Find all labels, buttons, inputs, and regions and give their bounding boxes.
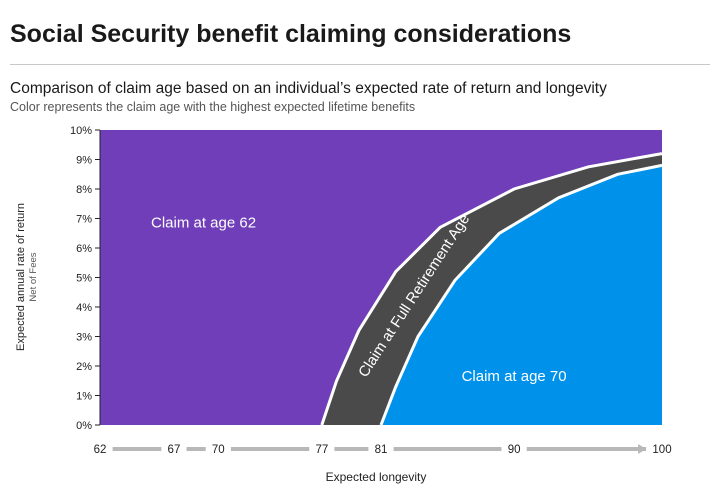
x-axis-arrow: [638, 444, 647, 454]
y-tick-label: 2%: [76, 361, 92, 373]
x-tick-label: 90: [508, 444, 521, 456]
x-tick-label: 100: [652, 444, 671, 456]
y-axis-sublabel: Net of Fees: [28, 252, 39, 301]
x-tick-label: 70: [212, 444, 225, 456]
x-tick-label: 81: [375, 444, 388, 456]
page-title: Social Security benefit claiming conside…: [10, 20, 572, 48]
y-tick-label: 1%: [76, 391, 92, 403]
y-tick-label: 9%: [76, 155, 92, 167]
y-tick-label: 8%: [76, 184, 92, 196]
y-tick-label: 3%: [76, 332, 92, 344]
boundary-line-1: [320, 152, 662, 425]
region-claim-70: [381, 165, 662, 425]
y-tick-label: 10%: [70, 125, 92, 137]
boundary-line-2: [379, 163, 662, 425]
region-label-3: Claim at age 70: [462, 368, 567, 385]
y-tick-label: 4%: [76, 302, 92, 314]
y-tick-label: 7%: [76, 214, 92, 226]
y-tick-label: 6%: [76, 243, 92, 255]
title-divider: [10, 64, 710, 65]
region-claim-62: [100, 130, 662, 425]
y-tick-label: 5%: [76, 273, 92, 285]
region-label-1: Claim at age 62: [151, 214, 256, 231]
x-tick-label: 67: [168, 444, 181, 456]
chart-subtitle: Comparison of claim age based on an indi…: [10, 80, 607, 97]
x-tick-label: 77: [315, 444, 328, 456]
y-tick-label: 0%: [76, 420, 92, 432]
y-axis-label: Expected annual rate of return: [15, 203, 27, 351]
x-axis-label: Expected longevity: [326, 470, 427, 484]
chart-note: Color represents the claim age with the …: [10, 100, 416, 114]
region-claim-fra: [321, 153, 662, 425]
x-tick-label: 62: [94, 444, 107, 456]
